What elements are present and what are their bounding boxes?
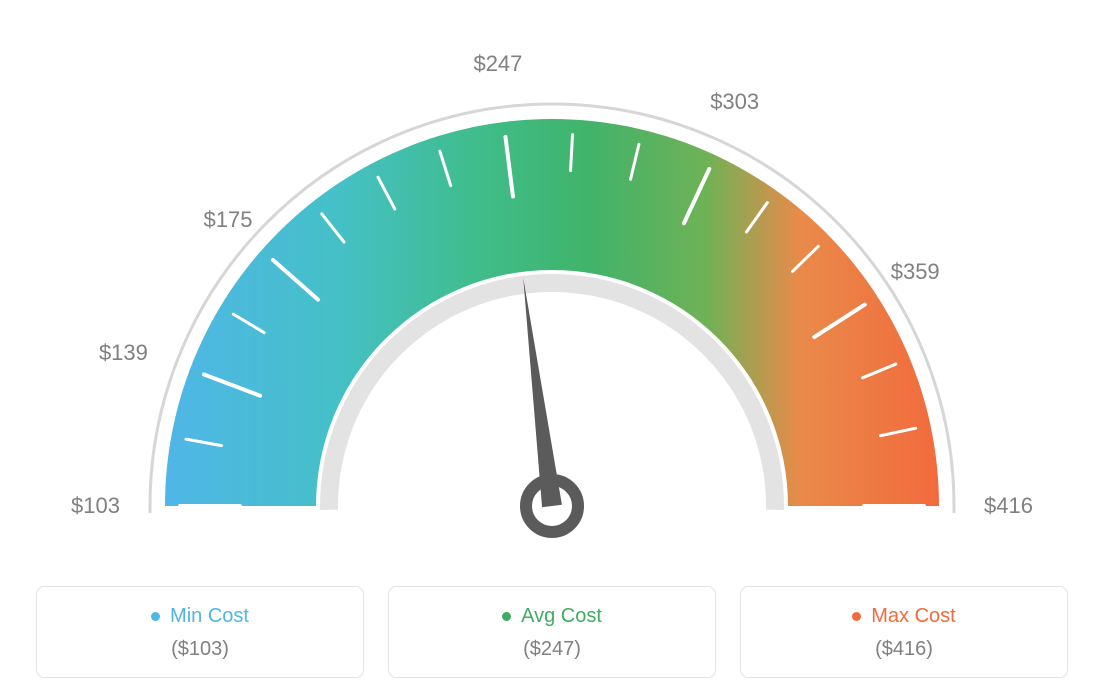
legend-card-avg: Avg Cost ($247) [388,586,716,678]
legend-title-min: Min Cost [151,605,249,628]
legend-title-text: Min Cost [170,605,249,628]
tick-label: $175 [203,207,252,233]
tick-label: $103 [71,493,120,519]
legend-title-avg: Avg Cost [502,605,602,628]
legend-row: Min Cost ($103) Avg Cost ($247) Max Cost… [36,586,1068,678]
tick-label: $416 [984,493,1033,519]
legend-card-min: Min Cost ($103) [36,586,364,678]
gauge-svg [32,40,1072,540]
legend-title-text: Avg Cost [521,605,602,628]
dot-icon [502,612,511,621]
dot-icon [852,612,861,621]
tick-label: $139 [99,340,148,366]
legend-value-min: ($103) [47,638,353,661]
tick-label: $303 [710,89,759,115]
dot-icon [151,612,160,621]
legend-card-max: Max Cost ($416) [740,586,1068,678]
gauge-chart: $103 $139 $175 $247 $303 $359 $416 [0,0,1104,560]
legend-title-text: Max Cost [871,605,955,628]
needle [523,278,562,507]
legend-value-max: ($416) [751,638,1057,661]
tick-label: $359 [891,259,940,285]
tick-minor [571,135,573,171]
legend-value-avg: ($247) [399,638,705,661]
tick-label: $247 [473,51,522,77]
legend-title-max: Max Cost [852,605,955,628]
